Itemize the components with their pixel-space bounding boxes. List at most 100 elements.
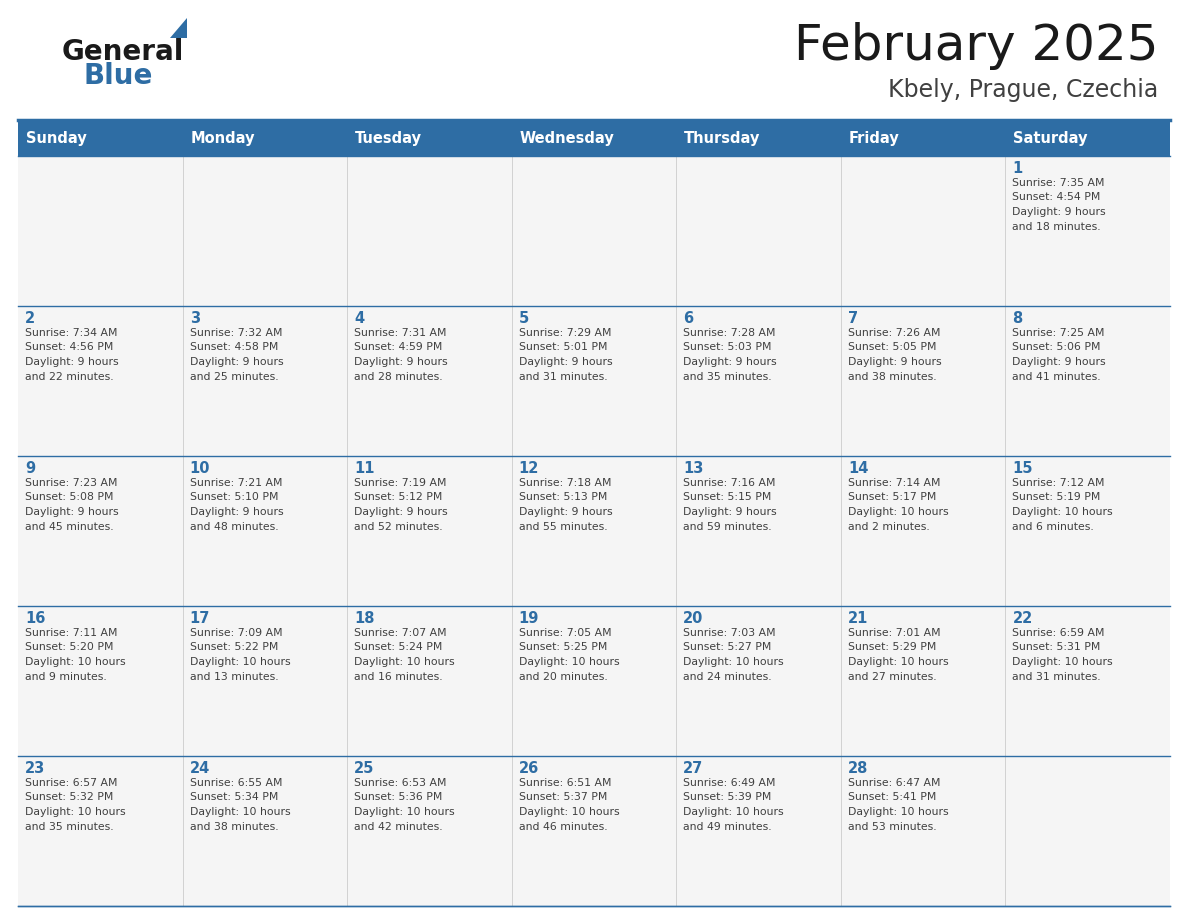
Text: Sunset: 5:34 PM: Sunset: 5:34 PM — [190, 792, 278, 802]
Text: Sunset: 5:03 PM: Sunset: 5:03 PM — [683, 342, 772, 353]
Text: Wednesday: Wednesday — [519, 131, 614, 147]
Text: and 35 minutes.: and 35 minutes. — [25, 822, 114, 832]
Text: Daylight: 10 hours: Daylight: 10 hours — [25, 657, 126, 667]
Text: Daylight: 9 hours: Daylight: 9 hours — [354, 507, 448, 517]
Text: and 35 minutes.: and 35 minutes. — [683, 372, 772, 382]
Text: and 31 minutes.: and 31 minutes. — [1012, 671, 1101, 681]
Text: Sunrise: 7:29 AM: Sunrise: 7:29 AM — [519, 328, 611, 338]
Text: Sunrise: 7:32 AM: Sunrise: 7:32 AM — [190, 328, 282, 338]
Text: Daylight: 9 hours: Daylight: 9 hours — [848, 357, 941, 367]
Text: Daylight: 9 hours: Daylight: 9 hours — [1012, 357, 1106, 367]
Text: Sunrise: 6:53 AM: Sunrise: 6:53 AM — [354, 778, 447, 788]
Text: 27: 27 — [683, 761, 703, 776]
Text: 1: 1 — [1012, 161, 1023, 176]
Polygon shape — [170, 18, 187, 38]
Text: Sunrise: 7:35 AM: Sunrise: 7:35 AM — [1012, 178, 1105, 188]
Text: Sunset: 5:29 PM: Sunset: 5:29 PM — [848, 643, 936, 653]
Text: Sunset: 5:17 PM: Sunset: 5:17 PM — [848, 492, 936, 502]
Text: Sunrise: 6:49 AM: Sunrise: 6:49 AM — [683, 778, 776, 788]
Text: Daylight: 10 hours: Daylight: 10 hours — [683, 657, 784, 667]
Text: 4: 4 — [354, 311, 365, 326]
Text: Daylight: 10 hours: Daylight: 10 hours — [848, 657, 948, 667]
Text: Sunrise: 7:21 AM: Sunrise: 7:21 AM — [190, 478, 282, 488]
Text: Sunrise: 7:01 AM: Sunrise: 7:01 AM — [848, 628, 941, 638]
Text: and 42 minutes.: and 42 minutes. — [354, 822, 443, 832]
Text: Sunrise: 7:26 AM: Sunrise: 7:26 AM — [848, 328, 941, 338]
Text: 3: 3 — [190, 311, 200, 326]
Text: Daylight: 9 hours: Daylight: 9 hours — [1012, 207, 1106, 217]
Text: 2: 2 — [25, 311, 36, 326]
Text: Sunset: 4:56 PM: Sunset: 4:56 PM — [25, 342, 113, 353]
Text: Daylight: 10 hours: Daylight: 10 hours — [848, 507, 948, 517]
Text: 18: 18 — [354, 611, 374, 626]
Text: Daylight: 10 hours: Daylight: 10 hours — [354, 807, 455, 817]
Text: Daylight: 9 hours: Daylight: 9 hours — [25, 507, 119, 517]
Text: Sunset: 5:39 PM: Sunset: 5:39 PM — [683, 792, 772, 802]
Text: 13: 13 — [683, 461, 703, 476]
Bar — [18, 756, 1170, 906]
Text: 28: 28 — [848, 761, 868, 776]
Text: Sunrise: 7:34 AM: Sunrise: 7:34 AM — [25, 328, 118, 338]
Text: Sunrise: 7:19 AM: Sunrise: 7:19 AM — [354, 478, 447, 488]
Text: Sunset: 5:06 PM: Sunset: 5:06 PM — [1012, 342, 1101, 353]
Bar — [18, 122, 1170, 156]
Text: 25: 25 — [354, 761, 374, 776]
Text: Daylight: 9 hours: Daylight: 9 hours — [190, 507, 283, 517]
Text: and 6 minutes.: and 6 minutes. — [1012, 521, 1094, 532]
Text: Blue: Blue — [84, 62, 153, 90]
Text: Sunday: Sunday — [26, 131, 87, 147]
Text: and 27 minutes.: and 27 minutes. — [848, 671, 936, 681]
Text: Tuesday: Tuesday — [355, 131, 422, 147]
Text: Sunset: 5:37 PM: Sunset: 5:37 PM — [519, 792, 607, 802]
Text: Sunrise: 7:09 AM: Sunrise: 7:09 AM — [190, 628, 283, 638]
Text: Sunset: 4:54 PM: Sunset: 4:54 PM — [1012, 193, 1101, 203]
Text: Sunset: 4:58 PM: Sunset: 4:58 PM — [190, 342, 278, 353]
Text: and 59 minutes.: and 59 minutes. — [683, 521, 772, 532]
Text: Daylight: 9 hours: Daylight: 9 hours — [683, 357, 777, 367]
Text: and 38 minutes.: and 38 minutes. — [190, 822, 278, 832]
Text: Monday: Monday — [190, 131, 255, 147]
Text: Daylight: 9 hours: Daylight: 9 hours — [25, 357, 119, 367]
Text: Sunrise: 7:11 AM: Sunrise: 7:11 AM — [25, 628, 118, 638]
Text: Sunset: 5:08 PM: Sunset: 5:08 PM — [25, 492, 114, 502]
Text: Sunrise: 7:25 AM: Sunrise: 7:25 AM — [1012, 328, 1105, 338]
Text: and 9 minutes.: and 9 minutes. — [25, 671, 107, 681]
Text: and 28 minutes.: and 28 minutes. — [354, 372, 443, 382]
Text: Sunrise: 7:18 AM: Sunrise: 7:18 AM — [519, 478, 611, 488]
Text: Daylight: 9 hours: Daylight: 9 hours — [519, 507, 612, 517]
Text: 19: 19 — [519, 611, 539, 626]
Text: Daylight: 10 hours: Daylight: 10 hours — [190, 657, 290, 667]
Text: Sunset: 5:13 PM: Sunset: 5:13 PM — [519, 492, 607, 502]
Text: Daylight: 10 hours: Daylight: 10 hours — [683, 807, 784, 817]
Text: Sunrise: 7:28 AM: Sunrise: 7:28 AM — [683, 328, 776, 338]
Text: Daylight: 10 hours: Daylight: 10 hours — [190, 807, 290, 817]
Text: Daylight: 10 hours: Daylight: 10 hours — [519, 807, 619, 817]
Text: Daylight: 9 hours: Daylight: 9 hours — [190, 357, 283, 367]
Text: Sunrise: 7:14 AM: Sunrise: 7:14 AM — [848, 478, 941, 488]
Bar — [18, 456, 1170, 606]
Text: 20: 20 — [683, 611, 703, 626]
Text: and 2 minutes.: and 2 minutes. — [848, 521, 929, 532]
Text: and 38 minutes.: and 38 minutes. — [848, 372, 936, 382]
Text: Daylight: 10 hours: Daylight: 10 hours — [354, 657, 455, 667]
Text: and 31 minutes.: and 31 minutes. — [519, 372, 607, 382]
Text: Sunset: 5:12 PM: Sunset: 5:12 PM — [354, 492, 442, 502]
Text: Daylight: 10 hours: Daylight: 10 hours — [1012, 657, 1113, 667]
Text: Sunrise: 7:23 AM: Sunrise: 7:23 AM — [25, 478, 118, 488]
Text: 9: 9 — [25, 461, 36, 476]
Text: Sunset: 5:20 PM: Sunset: 5:20 PM — [25, 643, 114, 653]
Text: 14: 14 — [848, 461, 868, 476]
Text: and 49 minutes.: and 49 minutes. — [683, 822, 772, 832]
Text: and 46 minutes.: and 46 minutes. — [519, 822, 607, 832]
Text: and 13 minutes.: and 13 minutes. — [190, 671, 278, 681]
Text: 21: 21 — [848, 611, 868, 626]
Text: 10: 10 — [190, 461, 210, 476]
Text: 26: 26 — [519, 761, 539, 776]
Text: 8: 8 — [1012, 311, 1023, 326]
Text: 6: 6 — [683, 311, 694, 326]
Text: Sunrise: 6:59 AM: Sunrise: 6:59 AM — [1012, 628, 1105, 638]
Text: 16: 16 — [25, 611, 45, 626]
Text: Sunrise: 6:51 AM: Sunrise: 6:51 AM — [519, 778, 611, 788]
Text: Friday: Friday — [849, 131, 899, 147]
Text: 23: 23 — [25, 761, 45, 776]
